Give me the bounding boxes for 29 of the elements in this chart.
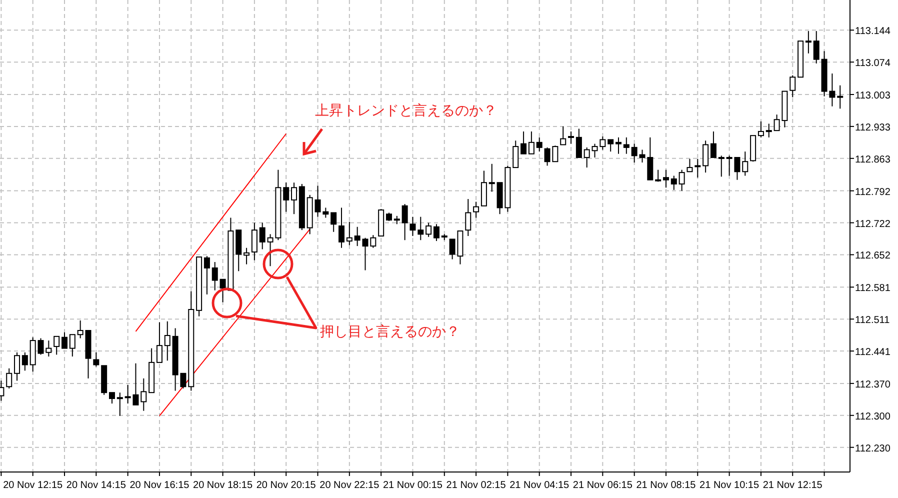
x-tick-label: 21 Nov 02:15: [446, 480, 506, 491]
y-tick-label: 112.792: [855, 186, 891, 198]
y-tick-label: 112.370: [855, 379, 891, 390]
y-tick-label: 112.722: [855, 218, 891, 230]
y-tick-label: 112.863: [855, 154, 891, 166]
x-tick-label: 21 Nov 06:15: [572, 480, 633, 491]
x-tick-label: 21 Nov 10:15: [700, 480, 760, 491]
y-tick-label: 113.003: [855, 90, 891, 102]
annotation: 上昇トレンドと言えるのか？: [315, 102, 497, 118]
y-tick-label: 112.652: [855, 250, 891, 262]
y-tick-label: 112.230: [855, 443, 891, 454]
y-tick-label: 112.581: [855, 283, 891, 294]
y-tick-label: 112.511: [855, 315, 890, 326]
x-tick-label: 20 Nov 14:15: [66, 480, 126, 491]
y-tick-label: 112.933: [855, 122, 891, 134]
x-tick-label: 21 Nov 12:15: [762, 480, 823, 491]
x-tick-label: 20 Nov 20:15: [256, 480, 316, 491]
x-tick-label: 21 Nov 00:15: [382, 480, 443, 491]
x-tick-label: 20 Nov 12:15: [3, 480, 64, 491]
annotation: 押し目と言えるのか？: [320, 323, 460, 339]
x-tick-label: 21 Nov 08:15: [636, 480, 696, 491]
x-tick-label: 20 Nov 18:15: [193, 480, 253, 491]
y-tick-label: 112.441: [855, 347, 891, 358]
y-tick-label: 113.144: [855, 26, 891, 38]
x-tick-label: 20 Nov 22:15: [320, 480, 380, 491]
x-tick-label: 20 Nov 16:15: [130, 480, 190, 491]
y-tick-label: 113.074: [855, 58, 891, 70]
x-tick-label: 21 Nov 04:15: [510, 480, 570, 491]
y-tick-label: 112.300: [855, 411, 891, 422]
